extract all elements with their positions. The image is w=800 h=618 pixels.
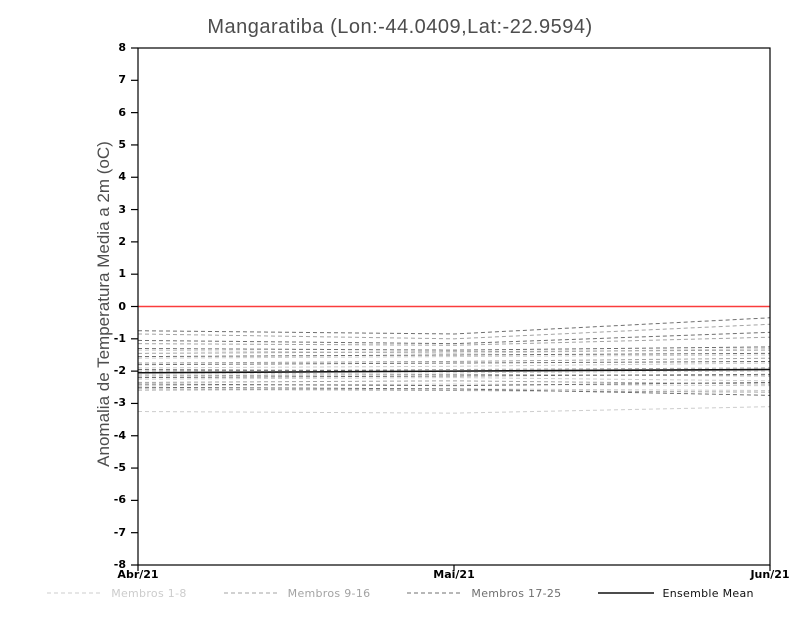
legend-line-sample-dashed-dark — [407, 592, 464, 594]
legend-label-ensemble-members: Membros 17-25 — [471, 586, 562, 600]
y-axis-tick-label: 0 — [118, 299, 126, 313]
legend-label-ensemble-mean: Ensemble Mean — [662, 586, 754, 600]
y-axis-tick-label: -6 — [113, 493, 126, 507]
y-axis-tick-label: -1 — [113, 331, 126, 345]
legend-item-membros-9-16: Membros 9-16 — [223, 587, 371, 600]
y-axis-tick-label: 7 — [118, 73, 126, 87]
legend-line-sample-dashed-light — [47, 592, 104, 594]
y-axis-tick-label: 4 — [118, 170, 126, 184]
y-axis-tick-label: -7 — [113, 525, 126, 539]
y-axis-tick-label: -4 — [113, 428, 126, 442]
legend-label-membros-1-8: Membros 1-8 — [111, 586, 187, 600]
legend-item-ensemble-mean: Ensemble Mean — [597, 587, 753, 600]
y-axis-tick-label: 8 — [118, 41, 126, 54]
y-axis-tick-label: 6 — [118, 105, 126, 119]
y-axis-tick-label: -5 — [113, 461, 126, 475]
y-axis-tick-label: 2 — [118, 234, 126, 248]
legend: Membros 1-8 Membros 9-16 Membros 17-25 E… — [0, 585, 800, 601]
legend-line-sample-dashed-medium — [223, 592, 280, 594]
y-axis-tick-label: -2 — [113, 364, 126, 378]
legend-item-membros-1-8: Membros 1-8 — [46, 587, 186, 600]
x-axis-tick-label-abr: Abr/21 — [117, 568, 159, 581]
y-axis-tick-label: 5 — [118, 137, 126, 151]
x-axis-tick-label-jun: Jun/21 — [750, 568, 790, 581]
y-axis-tick-label: -3 — [113, 396, 126, 410]
x-axis-tick-label-mai: Mai/21 — [433, 568, 475, 581]
y-axis-tick-label: -8 — [113, 558, 126, 571]
legend-line-sample-solid — [598, 592, 655, 594]
legend-item-membros-17-25: Membros 17-25 — [406, 587, 561, 600]
y-axis-tick-label: 1 — [118, 267, 126, 281]
y-axis-tick-label: 3 — [118, 202, 126, 216]
legend-label-membros-9-16: Membros 9-16 — [287, 586, 371, 600]
chart-title: Mangaratiba (Lon:-44.0409,Lat:-22.9594) — [207, 16, 593, 38]
